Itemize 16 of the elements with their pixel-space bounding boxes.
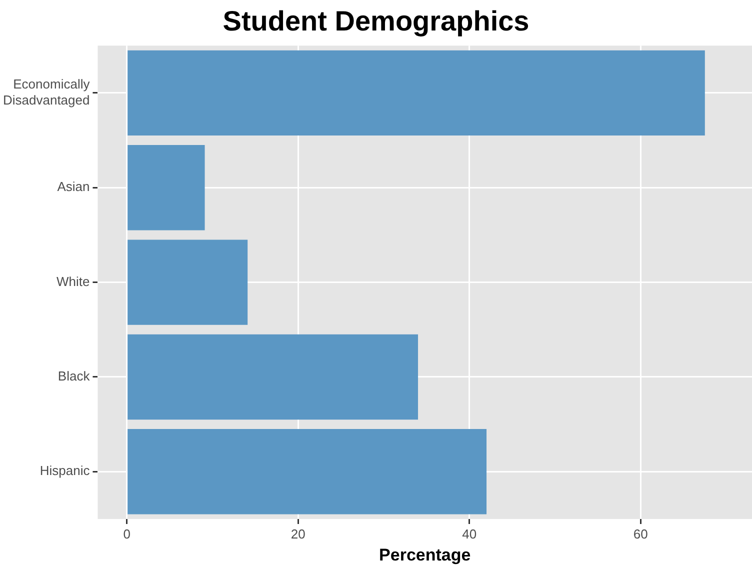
- y-tick-label: Asian: [57, 179, 90, 194]
- y-tick-label: Economically Disadvantaged: [2, 76, 90, 108]
- bar: [128, 334, 418, 420]
- bar: [128, 240, 248, 325]
- y-tick-label: Hispanic: [40, 463, 90, 478]
- bar: [128, 429, 487, 514]
- bar: [128, 145, 205, 230]
- y-tick-label: Black: [58, 368, 90, 384]
- x-axis-title: Percentage: [379, 545, 471, 564]
- bar: [128, 50, 705, 136]
- x-tick-label: 40: [462, 526, 477, 542]
- x-tick-label: 20: [290, 526, 306, 542]
- y-tick-label: White: [56, 274, 90, 289]
- x-tick-label: 60: [633, 526, 648, 542]
- chart-title: Student Demographics: [222, 6, 530, 37]
- x-tick-label: 0: [123, 526, 130, 542]
